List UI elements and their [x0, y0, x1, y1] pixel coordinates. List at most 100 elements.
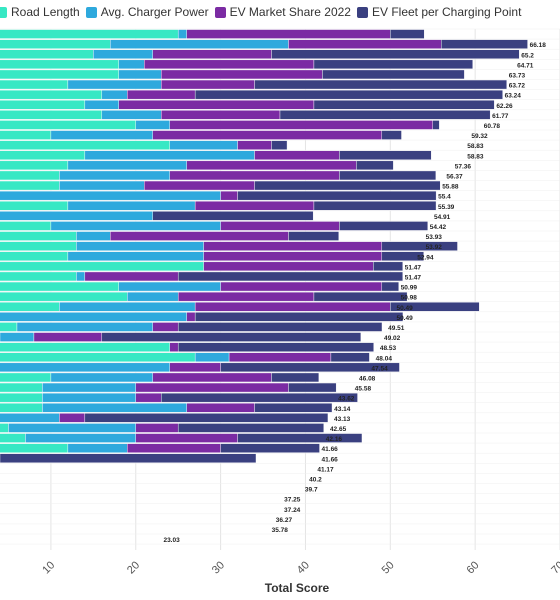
bar-segment-avg-charger-power — [50, 372, 153, 383]
bar-segment-avg-charger-power — [67, 251, 204, 261]
bar-segment-road-length — [0, 382, 43, 393]
bar-segment-avg-charger-power — [93, 49, 153, 59]
bar-segment-ev-market-share-2022 — [203, 241, 383, 251]
legend-label-road-length: Road Length — [11, 5, 80, 19]
bar-segment-avg-charger-power — [25, 433, 136, 443]
total-value-label: 59.32 — [471, 133, 488, 140]
total-value-label: 55.88 — [442, 184, 459, 191]
chart-legend: Road Length Avg. Charger Power EV Market… — [0, 2, 521, 22]
bar-segment-ev-fleet-per-charging-point — [381, 251, 424, 261]
bar-segment-road-length — [0, 372, 52, 383]
bar-segment-avg-charger-power — [101, 110, 162, 120]
bar-segment-road-length — [0, 39, 111, 49]
bar-segment-ev-market-share-2022 — [228, 352, 332, 362]
legend-swatch-road-length — [0, 6, 7, 18]
bar-segment-ev-market-share-2022 — [203, 261, 374, 272]
bar-segment-ev-fleet-per-charging-point — [101, 332, 362, 342]
bar-segment-road-length — [0, 150, 86, 160]
bar-segment-avg-charger-power — [118, 281, 221, 292]
bar-segment-ev-fleet-per-charging-point — [288, 382, 337, 393]
bar-segment-road-length — [0, 241, 77, 251]
bar-segment-ev-fleet-per-charging-point — [177, 322, 383, 332]
bar-segment-avg-charger-power — [0, 190, 221, 201]
bar-segment-ev-market-share-2022 — [220, 221, 340, 231]
bar-segment-ev-fleet-per-charging-point — [322, 69, 465, 80]
bar-segment-avg-charger-power — [101, 89, 128, 100]
bar-segment-ev-fleet-per-charging-point — [373, 261, 403, 272]
bar-segment-ev-market-share-2022 — [186, 29, 391, 39]
bar-segment-road-length — [0, 271, 77, 282]
bar-segment-avg-charger-power — [59, 302, 196, 312]
bar-segment-road-length — [0, 342, 170, 352]
bar-segment-ev-fleet-per-charging-point — [0, 453, 257, 463]
bar-segment-avg-charger-power — [118, 59, 145, 70]
bar-segment-road-length — [0, 49, 94, 59]
total-value-label: 47.54 — [371, 365, 388, 372]
bar-segment-road-length — [0, 89, 103, 100]
bar-segment-avg-charger-power — [0, 332, 35, 342]
bar-segment-road-length — [0, 69, 119, 80]
total-value-label: 49.51 — [388, 325, 405, 332]
bar-segment-ev-fleet-per-charging-point — [177, 271, 403, 282]
total-value-label: 52.94 — [417, 254, 434, 261]
bar-segment-ev-fleet-per-charging-point — [161, 392, 358, 403]
bar-segment-ev-fleet-per-charging-point — [177, 342, 374, 352]
total-value-label: 45.58 — [355, 386, 372, 393]
total-value-label: 50.49 — [396, 305, 413, 312]
legend-swatch-ev-market-share — [214, 6, 226, 18]
bar-segment-road-length — [0, 423, 9, 433]
bar-segment-ev-market-share-2022 — [135, 392, 162, 403]
legend-label-avg-charger-power: Avg. Charger Power — [100, 5, 209, 19]
total-value-label: 42.16 — [326, 436, 343, 443]
bar-segment-ev-fleet-per-charging-point — [271, 49, 520, 59]
legend-swatch-ev-fleet — [356, 6, 368, 18]
bar-segment-ev-market-share-2022 — [161, 110, 281, 120]
bar-segment-ev-market-share-2022 — [59, 413, 86, 423]
total-value-label: 50.99 — [401, 285, 418, 292]
bar-segment-avg-charger-power — [76, 231, 111, 241]
bar-segment-avg-charger-power — [127, 291, 179, 302]
total-value-label: 36.27 — [276, 517, 293, 524]
total-value-label: 43.14 — [334, 406, 351, 413]
bar-segment-avg-charger-power — [67, 443, 128, 453]
bar-segment-ev-market-share-2022 — [152, 322, 179, 332]
total-value-label: 55.4 — [438, 194, 451, 201]
bar-segment-avg-charger-power — [76, 241, 204, 251]
bar-segment-ev-fleet-per-charging-point — [84, 413, 329, 423]
bar-segment-ev-market-share-2022 — [194, 302, 391, 312]
bar-segment-ev-market-share-2022 — [152, 130, 383, 140]
bar-segment-ev-market-share-2022 — [135, 382, 289, 393]
bar-segment-ev-market-share-2022 — [144, 180, 255, 191]
bar-segment-ev-fleet-per-charging-point — [254, 79, 507, 90]
bar-segment-road-length — [0, 403, 43, 413]
bar-segment-ev-fleet-per-charging-point — [237, 190, 437, 201]
x-tick-label: 20 — [125, 559, 142, 576]
bar-segment-road-length — [0, 100, 86, 110]
bar-segment-road-length — [0, 302, 60, 312]
bar-segment-avg-charger-power — [0, 211, 153, 221]
bar-segment-road-length — [0, 130, 52, 140]
total-value-label: 53.93 — [426, 234, 443, 241]
total-value-label: 58.83 — [467, 153, 484, 160]
bar-segment-road-length — [0, 433, 26, 443]
bar-segment-avg-charger-power — [84, 150, 255, 160]
bar-segment-road-length — [0, 221, 52, 231]
total-value-label: 60.78 — [484, 123, 501, 130]
total-value-label: 54.42 — [430, 224, 447, 231]
bar-segment-ev-market-share-2022 — [177, 291, 315, 302]
bar-segment-road-length — [0, 322, 18, 332]
x-tick-label: 40 — [295, 559, 312, 576]
bar-segment-ev-market-share-2022 — [194, 201, 315, 211]
total-value-label: 35.78 — [272, 527, 289, 534]
bar-segment-ev-fleet-per-charging-point — [390, 29, 425, 39]
total-value-label: 48.53 — [380, 345, 397, 352]
total-value-label: 40.2 — [309, 476, 322, 483]
bar-segment-ev-fleet-per-charging-point — [288, 231, 340, 241]
bar-segment-ev-market-share-2022 — [186, 312, 196, 322]
bar-segment-avg-charger-power — [118, 69, 162, 80]
bar-segment-ev-fleet-per-charging-point — [254, 403, 333, 413]
total-value-label: 54.91 — [434, 214, 451, 221]
bar-segment-avg-charger-power — [0, 362, 170, 373]
bar-segment-ev-fleet-per-charging-point — [339, 150, 432, 160]
